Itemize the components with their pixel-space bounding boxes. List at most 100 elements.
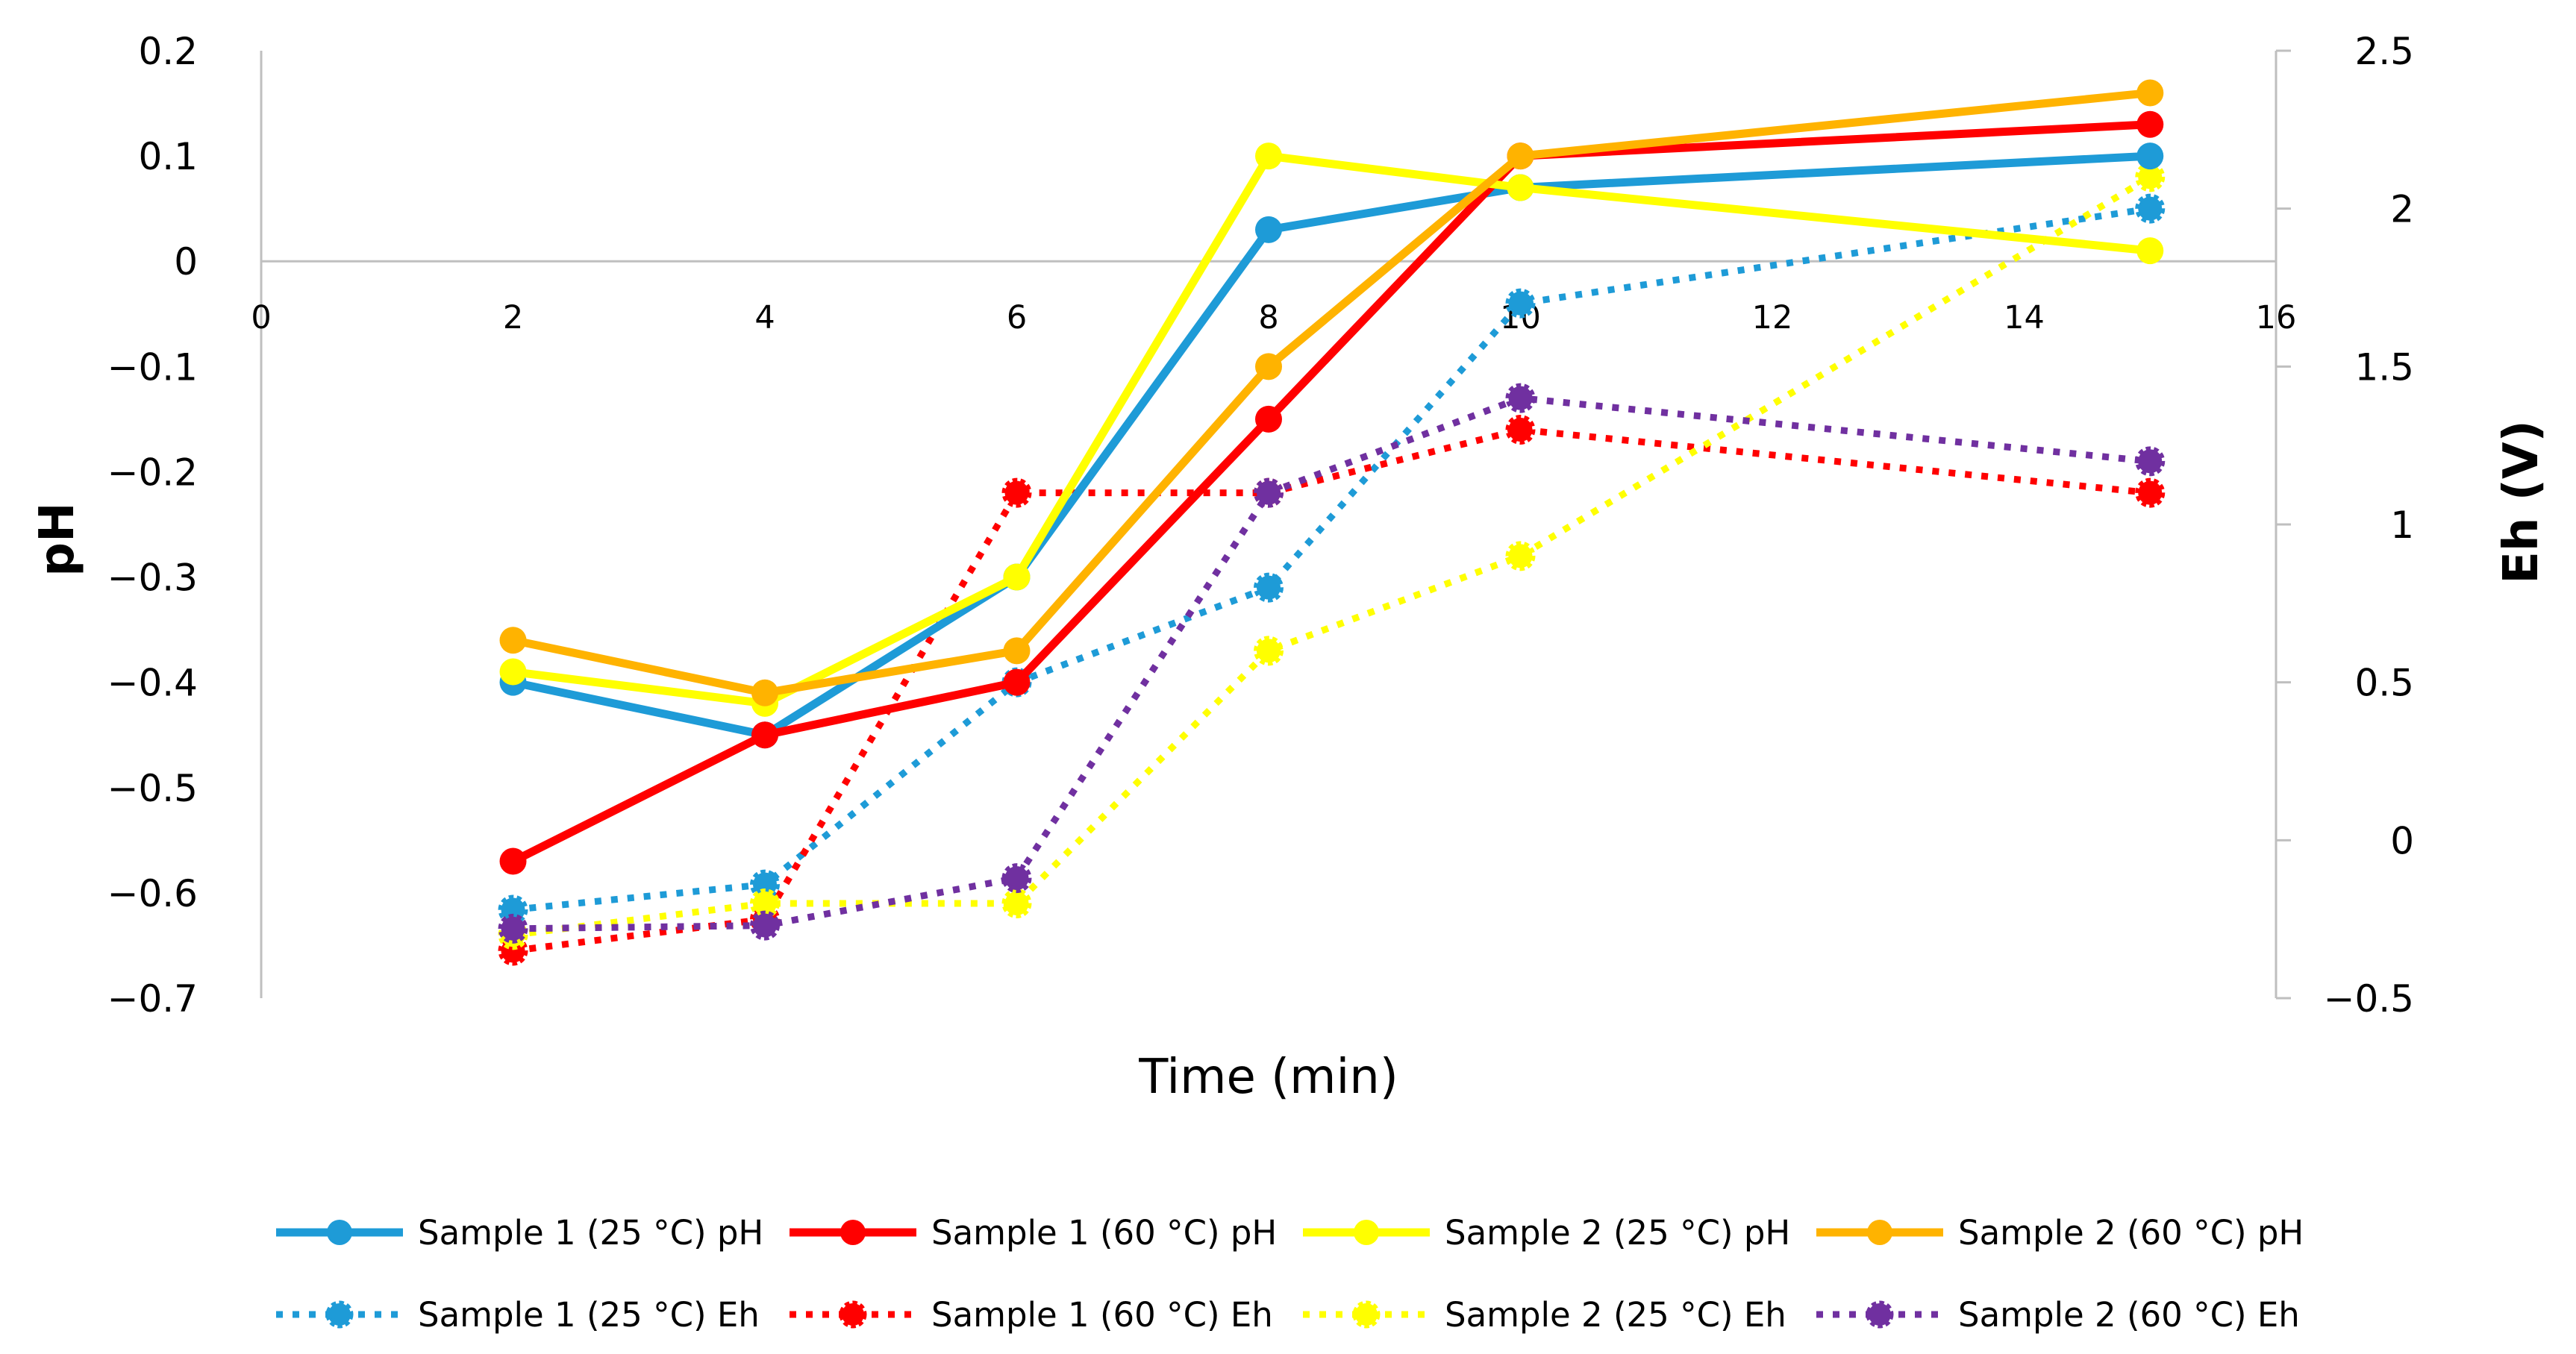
y2-tick-label: 0 (2390, 819, 2414, 862)
legend-label: Sample 1 (25 °C) Eh (418, 1295, 760, 1335)
x-tick-label: 16 (2256, 299, 2297, 336)
x-tick-label: 12 (1752, 299, 1793, 336)
x-tick-label: 6 (1007, 299, 1027, 336)
axes-layer: 0.2 0.1 0 −0.1 −0.2 −0.3 −0.4 −0.5 −0.6 −0.7 2.5 2 1… (107, 30, 2414, 1021)
legend-item: Sample 1 (25 °C) pH (276, 1213, 763, 1253)
legend-label: Sample 1 (60 °C) Eh (931, 1295, 1273, 1335)
legend-swatch-marker (1352, 1300, 1381, 1329)
y-axis-title: pH (30, 502, 85, 576)
y-tick-label: −0.2 (107, 451, 198, 494)
data-point (1255, 216, 1282, 243)
y-tick-label: 0.2 (138, 30, 198, 73)
data-point (1003, 563, 1031, 591)
legend-label: Sample 2 (60 °C) pH (1958, 1213, 2304, 1253)
y-tick-label: −0.3 (107, 557, 198, 600)
data-point (498, 913, 528, 944)
series-line (512, 88, 2151, 698)
data-point (2135, 446, 2166, 477)
data-point (1001, 863, 1032, 894)
legend: Sample 1 (25 °C) pH Sample 1 (60 °C) pH Sa… (276, 1213, 2304, 1335)
x-tick-label: 14 (2004, 299, 2045, 336)
series-sample-1-25-c-eh (498, 193, 2166, 925)
data-point (1505, 415, 1536, 445)
legend-swatch-marker (839, 1300, 867, 1329)
x-tick-label: 4 (754, 299, 775, 336)
data-point (1505, 288, 1536, 319)
y2-tick-label: 2 (2390, 188, 2414, 231)
data-point (1505, 383, 1536, 413)
series-sample-2-25-c-ph (499, 142, 2164, 717)
data-point (2136, 79, 2164, 107)
data-point (499, 847, 527, 875)
series-sample-2-60-c-ph (499, 79, 2164, 706)
legend-swatch-marker (1354, 1220, 1379, 1245)
legend-item: Sample 1 (25 °C) Eh (276, 1295, 760, 1335)
legend-item: Sample 2 (60 °C) Eh (1816, 1295, 2300, 1335)
series-line (512, 151, 2151, 708)
y-tick-label: 0 (174, 240, 198, 283)
y-tick-label: −0.4 (107, 662, 198, 705)
data-point (751, 721, 778, 749)
legend-swatch-marker (325, 1300, 354, 1329)
legend-label: Sample 2 (25 °C) pH (1445, 1213, 1790, 1253)
x-tick-label: 0 (251, 299, 271, 336)
x-tick-label: 8 (1258, 299, 1278, 336)
legend-item: Sample 1 (60 °C) pH (790, 1213, 1277, 1253)
y2-tick-label: 1.5 (2354, 345, 2414, 389)
y2-tick-label: 1 (2390, 504, 2414, 547)
y-tick-label: −0.7 (107, 977, 198, 1021)
y2-tick-label: 0.5 (2354, 662, 2414, 705)
series-sample-1-25-c-ph (499, 142, 2164, 749)
legend-swatch-marker (327, 1220, 352, 1245)
legend-item: Sample 1 (60 °C) Eh (790, 1295, 1273, 1335)
data-point (1254, 572, 1284, 603)
series-line (512, 426, 2151, 954)
legend-item: Sample 2 (25 °C) pH (1303, 1213, 1790, 1253)
data-point (1254, 636, 1284, 666)
series-sample-1-60-c-ph (499, 110, 2164, 875)
legend-swatch-marker (1866, 1300, 1894, 1329)
data-point (2136, 110, 2164, 138)
data-point (499, 658, 527, 686)
y2-tick-label: 2.5 (2354, 30, 2414, 73)
y-tick-label: 0.1 (138, 135, 198, 178)
x-tick-label: 2 (503, 299, 523, 336)
data-point (751, 679, 778, 706)
data-point (2135, 477, 2166, 508)
legend-swatch-marker (840, 1220, 866, 1245)
y-tick-label: −0.6 (107, 872, 198, 915)
data-point (1255, 142, 1282, 170)
y-tick-label: −0.5 (107, 767, 198, 810)
series-line (511, 120, 2151, 865)
data-point (2136, 237, 2164, 265)
data-point (499, 627, 527, 654)
y-tick-label: −0.1 (107, 345, 198, 389)
x-axis-title: Time (min) (1138, 1050, 1398, 1105)
legend-swatch-marker (1867, 1220, 1892, 1245)
series-sample-2-60-c-eh (498, 383, 2166, 944)
series-sample-2-25-c-eh (498, 162, 2166, 950)
data-point (2135, 193, 2166, 224)
data-point (1001, 477, 1032, 508)
legend-label: Sample 2 (25 °C) Eh (1445, 1295, 1786, 1335)
legend-item: Sample 2 (25 °C) Eh (1303, 1295, 1786, 1335)
series-line (512, 174, 2152, 938)
legend-label: Sample 1 (25 °C) pH (418, 1213, 763, 1253)
series-line (513, 205, 2151, 913)
legend-label: Sample 1 (60 °C) pH (931, 1213, 1277, 1253)
data-point (1003, 668, 1031, 696)
data-point (1255, 405, 1282, 433)
data-point (1003, 637, 1031, 665)
series-line (512, 151, 2151, 739)
labels-layer: Time (min) pH Eh (V) (30, 420, 2549, 1105)
data-point (1507, 174, 1534, 201)
data-point (1001, 888, 1032, 918)
legend-item: Sample 2 (60 °C) pH (1816, 1213, 2304, 1253)
data-point (1505, 541, 1536, 571)
legend-label: Sample 2 (60 °C) Eh (1958, 1295, 2300, 1335)
y2-tick-label: −0.5 (2324, 977, 2414, 1021)
data-point (2136, 142, 2164, 170)
series-layer (498, 79, 2166, 966)
